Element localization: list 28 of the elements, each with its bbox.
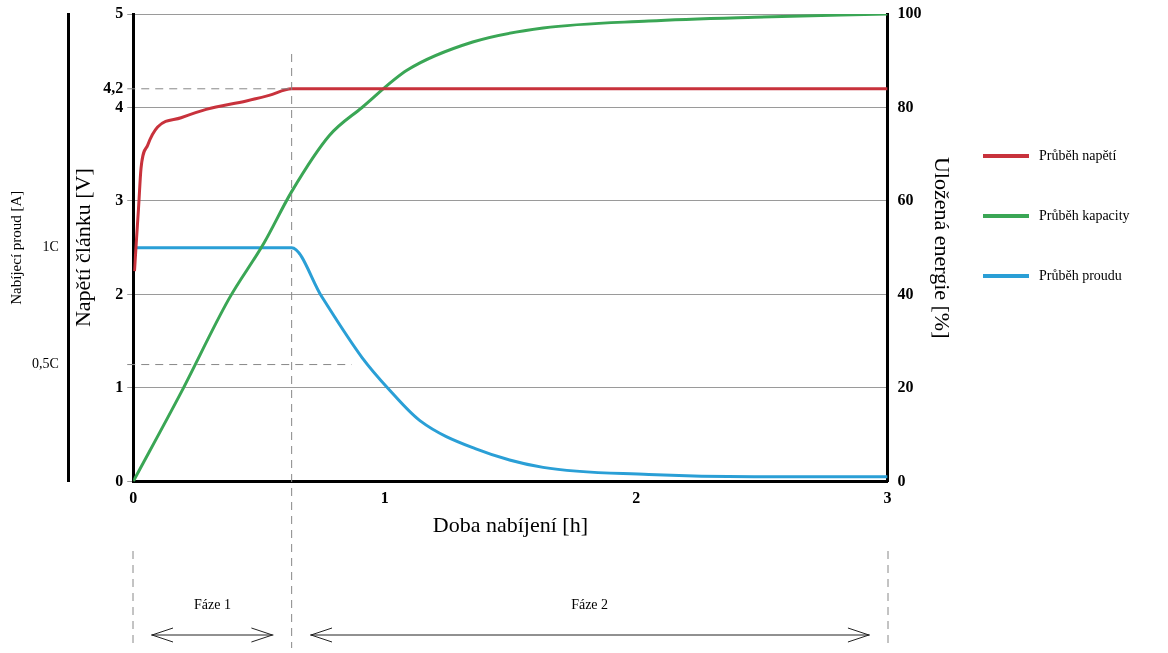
x-tick-label: 1: [380, 489, 389, 507]
y-tick-label: 2: [115, 284, 124, 302]
legend-label: Průběh kapacity: [1039, 207, 1130, 224]
y-tick-label: 5: [115, 4, 124, 22]
y-axis-title: Napětí článku [V]: [69, 168, 95, 328]
y2-tick-label: 60: [897, 191, 914, 209]
legend-label: Průběh proudu: [1039, 267, 1122, 284]
y2-axis-title: Uložená energie [%]: [930, 156, 956, 339]
x-tick-label: 2: [632, 489, 641, 507]
y-tick-label: 0: [115, 471, 124, 489]
y3-axis-title: Nabíjecí proud [A]: [7, 190, 24, 305]
y2-tick-label: 80: [897, 97, 914, 115]
y2-tick-label: 40: [897, 284, 914, 302]
text: Fáze 2: [570, 597, 610, 614]
y3-tick-label: 0,5C: [31, 356, 59, 372]
x-tick-label: 3: [883, 489, 892, 507]
text: Fáze 1: [192, 597, 232, 614]
y-tick-label: 4: [115, 97, 124, 115]
y-tick-label: 3: [115, 191, 124, 209]
y2-tick-label: 0: [897, 471, 906, 489]
legend-label: Průběh napětí: [1039, 147, 1117, 164]
y2-tick-label: 100: [897, 4, 922, 22]
x-tick-label: 0: [129, 489, 138, 507]
y-tick-label: 1: [115, 378, 124, 396]
y3-tick-label: 1C: [42, 239, 59, 255]
x-axis-title: Doba nabíjení [h]: [432, 511, 588, 537]
y2-tick-label: 20: [897, 378, 914, 396]
y-tick-label: 4,2: [103, 78, 124, 96]
